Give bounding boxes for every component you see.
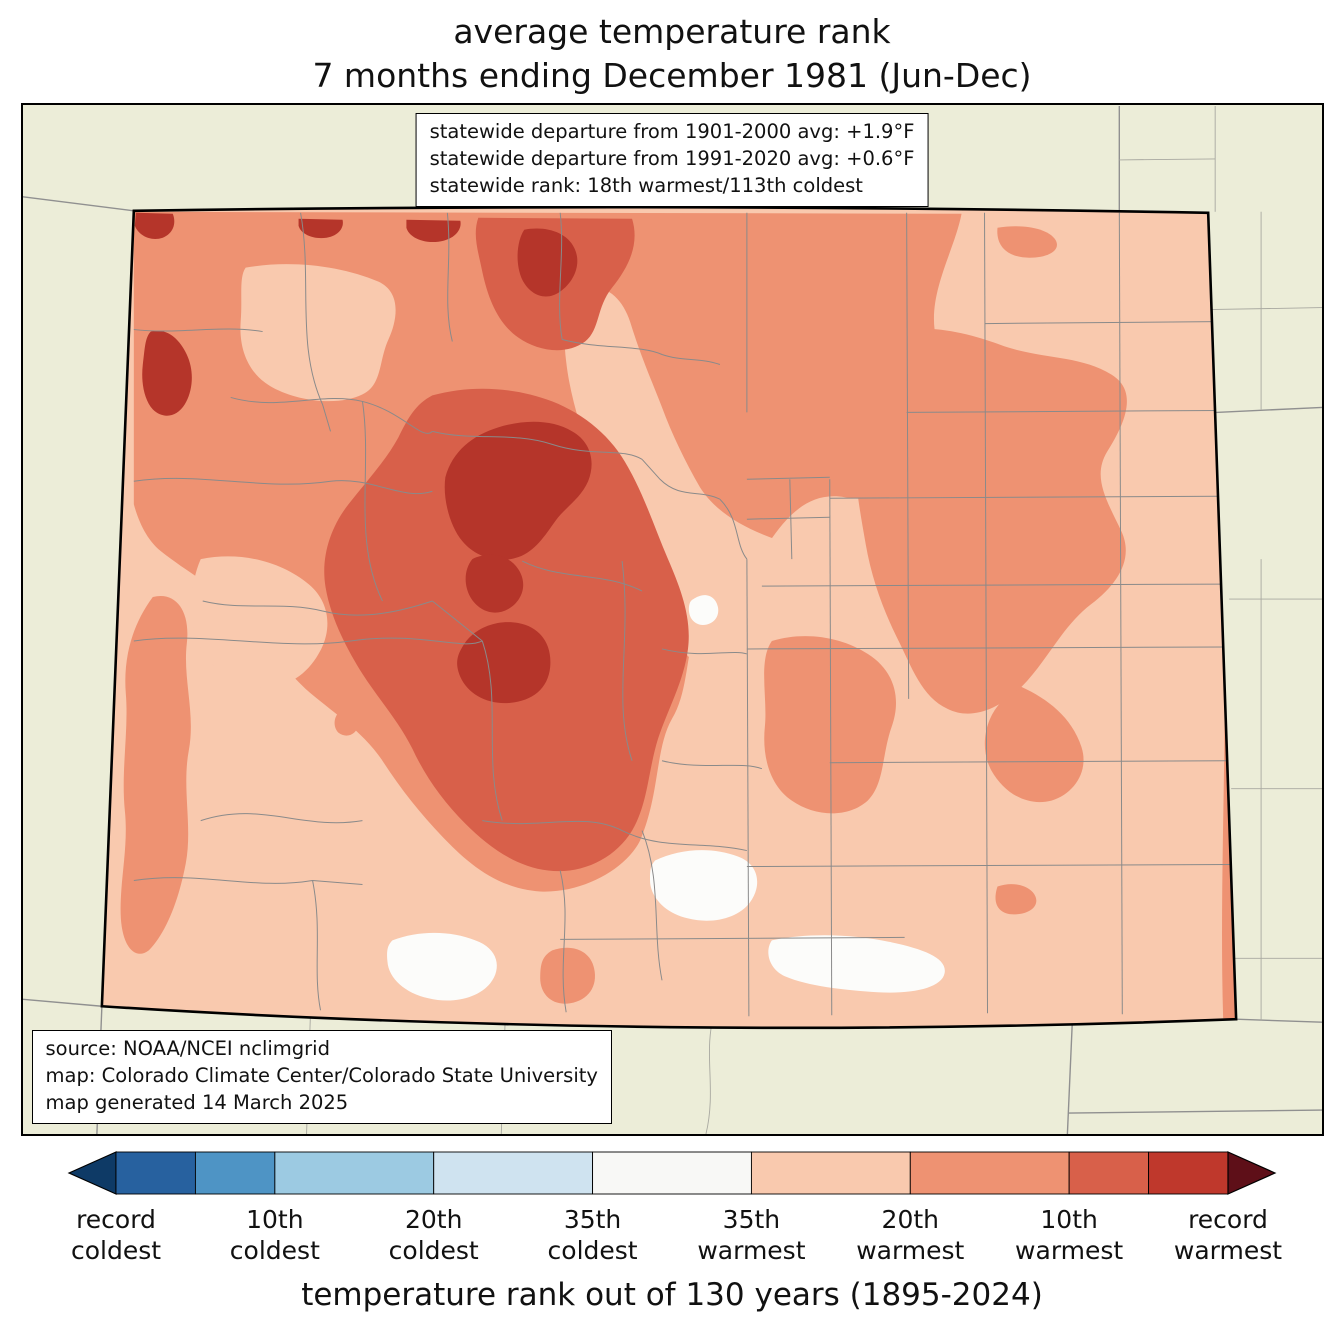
- colorbar-bar: [67, 1151, 1277, 1196]
- colorbar-tick-labels: record coldest 10th coldest 20th coldest 35th c…: [67, 1205, 1282, 1275]
- colorbar-label-10th-coldest: 10th coldest: [229, 1205, 320, 1265]
- source-attribution-box: source: NOAA/NCEI nclimgrid map: Colorad…: [31, 1030, 612, 1125]
- colorbar-segment-0: [115, 1151, 196, 1195]
- colorbar-segment-3: [433, 1151, 594, 1195]
- colorbar-label-20th-coldest: 20th coldest: [388, 1205, 479, 1265]
- state-border: [100, 206, 1237, 1030]
- salmon-region-south: [763, 636, 896, 814]
- stats-line-3: statewide rank: 18th warmest/113th colde…: [429, 173, 863, 197]
- source-line-3: map generated 14 March 2025: [45, 1091, 349, 1115]
- colorbar-label-10th-warmest: 10th warmest: [1015, 1205, 1124, 1265]
- map-axes-frame: statewide departure from 1901-2000 avg: …: [20, 103, 1324, 1137]
- colorbar-segment-6: [909, 1151, 1070, 1195]
- colorbar-segments: [115, 1151, 1229, 1195]
- rank-shading: [120, 211, 1236, 1020]
- colorbar-segment-1: [194, 1151, 276, 1195]
- colorbar-segment-5: [750, 1151, 911, 1195]
- title-line-1: average temperature rank: [453, 12, 891, 51]
- colorbar-caption: temperature rank out of 130 years (1895-…: [301, 1277, 1043, 1314]
- white-regions: [386, 595, 945, 1001]
- colorbar: record coldest 10th coldest 20th coldest 35th c…: [67, 1149, 1282, 1314]
- stats-line-1: statewide departure from 1901-2000 avg: …: [429, 120, 915, 144]
- colorbar-segment-2: [274, 1151, 435, 1195]
- colorbar-segment-4: [592, 1151, 752, 1195]
- title-line-2: 7 months ending December 1981 (Jun-Dec): [312, 55, 1032, 95]
- source-line-2: map: Colorado Climate Center/Colorado St…: [45, 1064, 598, 1088]
- colorado-county-lines: [133, 212, 1231, 1017]
- source-line-1: source: NOAA/NCEI nclimgrid: [45, 1037, 330, 1061]
- page-title: average temperature rank 7 months ending…: [0, 0, 1344, 97]
- colorado-temperature-rank-map: [22, 105, 1322, 1135]
- darkred-regions: [134, 212, 592, 704]
- colorbar-label-35th-coldest: 35th coldest: [547, 1205, 638, 1265]
- colorbar-label-record-coldest: record coldest: [70, 1205, 162, 1265]
- colorbar-left-arrow-icon: [67, 1151, 117, 1196]
- colorbar-segment-8: [1148, 1151, 1229, 1195]
- colorbar-label-record-warmest: record warmest: [1173, 1205, 1283, 1265]
- colorbar-label-35th-warmest: 35th warmest: [697, 1205, 806, 1265]
- statewide-stats-box: statewide departure from 1901-2000 avg: …: [415, 113, 929, 207]
- colorbar-label-20th-warmest: 20th warmest: [856, 1205, 965, 1265]
- colorbar-segment-7: [1068, 1151, 1150, 1195]
- stats-line-2: statewide departure from 1991-2020 avg: …: [429, 147, 915, 170]
- colorbar-right-arrow-icon: [1227, 1151, 1277, 1196]
